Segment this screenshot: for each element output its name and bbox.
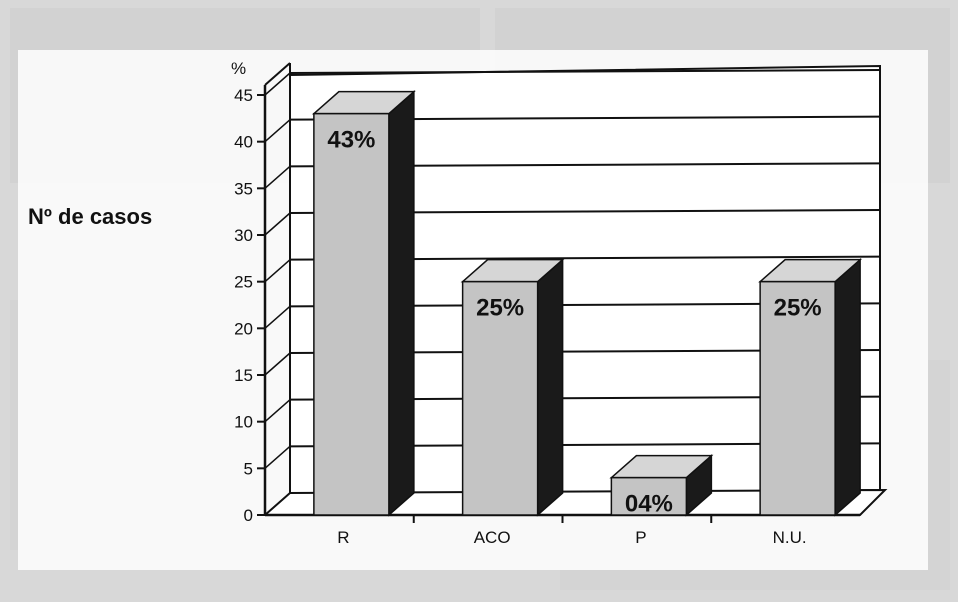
x-tick-label: ACO: [474, 528, 511, 547]
y-axis-label: Nº de casos: [28, 204, 152, 229]
y-tick-label: 10: [234, 413, 253, 432]
y-tick-label: 25: [234, 273, 253, 292]
y-tick-label: 30: [234, 226, 253, 245]
gridline: [289, 69, 881, 74]
bar-front: [461, 280, 539, 516]
category-labels: R ACO P N.U.: [337, 515, 807, 547]
bar: 25%: [758, 258, 863, 517]
y-tick-label: 35: [234, 179, 253, 198]
bar-front: [313, 112, 390, 516]
y-ticks: 0 5 10 15 20 25 30 35 40 45: [234, 86, 265, 525]
y-tick-label: 20: [234, 319, 253, 338]
bar: 25%: [460, 258, 565, 517]
data-label: 43%: [327, 127, 375, 154]
x-tick-label: N.U.: [773, 528, 807, 547]
y-tick-label: 15: [234, 366, 253, 385]
y-tick-label: 5: [244, 459, 253, 478]
data-label: 04%: [625, 491, 673, 518]
y-tick-label: 40: [234, 133, 253, 152]
gridline-side: [264, 119, 291, 143]
bar-side: [536, 258, 564, 517]
bar-front: [610, 476, 688, 516]
data-label: 25%: [476, 295, 524, 322]
bar: 43%: [311, 90, 416, 517]
gridline-side: [264, 399, 291, 423]
gridline-side: [264, 259, 291, 283]
gridline-side: [264, 165, 291, 189]
y-axis-unit: %: [231, 59, 246, 78]
gridline-side: [264, 72, 291, 96]
bar-side: [388, 90, 415, 517]
gridline-side: [264, 352, 291, 376]
x-tick-label: P: [635, 528, 646, 547]
bar: 04%: [609, 454, 714, 518]
left-wall-top: [264, 62, 291, 86]
bars: 43% 25% 04% 25%: [311, 90, 863, 518]
y-tick-label: 45: [234, 86, 253, 105]
data-label: 25%: [774, 295, 822, 322]
bar-side: [834, 258, 861, 517]
y-tick-label: 0: [244, 506, 253, 525]
x-tick-label: R: [337, 528, 349, 547]
gridline-side: [264, 212, 291, 236]
gridline-side: [264, 305, 291, 329]
bar-front: [759, 280, 836, 516]
gridline-side: [264, 445, 291, 469]
